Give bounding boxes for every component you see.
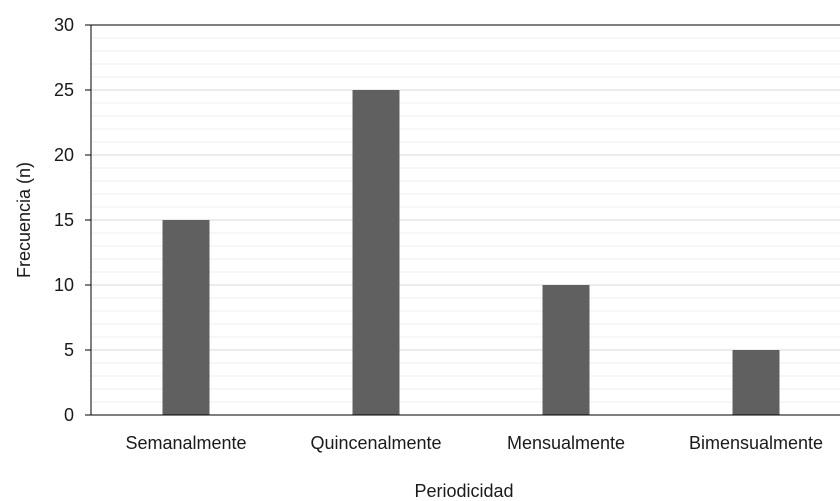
y-tick-label: 15: [54, 210, 74, 230]
y-tick-label: 30: [54, 15, 74, 35]
y-axis-title: Frecuencia (n): [14, 162, 34, 278]
bars: [162, 90, 780, 415]
x-axis-title: Periodicidad: [414, 481, 513, 501]
y-tick-labels: 0 5 10 15 20 25 30: [54, 15, 91, 425]
minor-gridlines: [91, 37, 840, 403]
major-gridlines: [91, 24, 840, 351]
y-tick-label: 0: [64, 405, 74, 425]
y-tick-label: 5: [64, 340, 74, 360]
x-tick-label: Mensualmente: [507, 433, 625, 453]
x-tick-label: Semanalmente: [125, 433, 246, 453]
y-tick-label: 10: [54, 275, 74, 295]
bar-mensualmente: [542, 285, 590, 415]
x-tick-label: Bimensualmente: [689, 433, 823, 453]
x-tick-labels: Semanalmente Quincenalmente Mensualmente Bi…: [125, 433, 823, 453]
bar-bimensualmente: [732, 350, 780, 415]
bar-quincenalmente: [352, 90, 400, 415]
y-tick-label: 20: [54, 145, 74, 165]
y-tick-label: 25: [54, 80, 74, 100]
bar-semanalmente: [162, 220, 210, 415]
x-tick-label: Quincenalmente: [310, 433, 441, 453]
